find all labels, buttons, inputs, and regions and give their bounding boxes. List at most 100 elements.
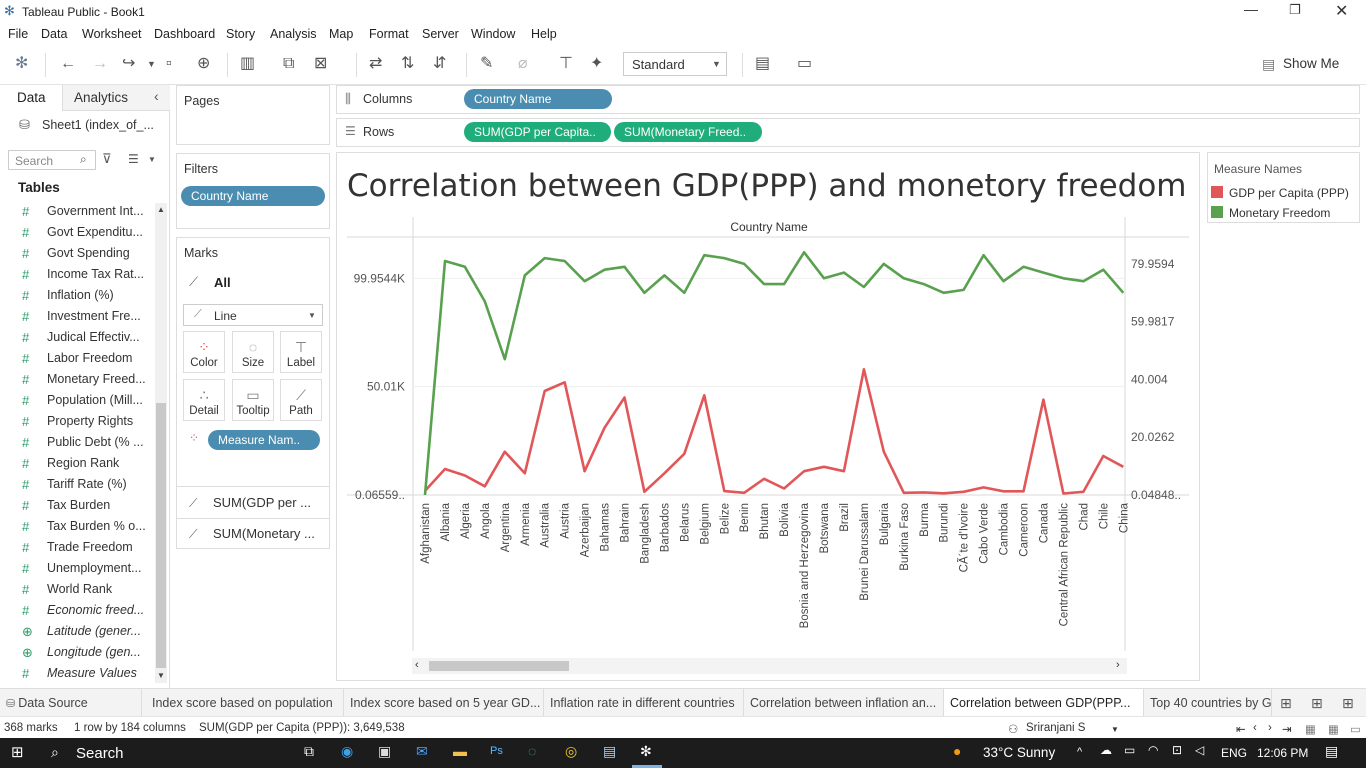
labels-icon[interactable]: ⊤: [559, 55, 573, 72]
fit-dropdown[interactable]: Standard ▼: [623, 52, 727, 76]
wifi-icon[interactable]: ◠: [1148, 743, 1159, 757]
language-indicator[interactable]: ENG: [1221, 746, 1248, 760]
field-item[interactable]: # Tax Burden % o...: [0, 516, 155, 537]
new-dashboard-icon[interactable]: ⊞: [1311, 695, 1323, 711]
notifications-icon[interactable]: ▤: [1325, 743, 1339, 759]
battery-icon[interactable]: ▭: [1124, 743, 1136, 757]
menu-file[interactable]: File: [8, 27, 29, 41]
field-item[interactable]: # Economic freed...: [0, 600, 155, 621]
menu-worksheet[interactable]: Worksheet: [82, 27, 142, 41]
close-icon[interactable]: ✕: [1335, 3, 1349, 20]
clock[interactable]: 12:06 PM: [1257, 746, 1309, 760]
clear-sheet-icon[interactable]: ⊠: [314, 55, 328, 72]
field-item[interactable]: # Unemployment...: [0, 558, 155, 579]
gdp-series-line[interactable]: [424, 368, 1124, 495]
menu-data[interactable]: Data: [41, 27, 68, 41]
data-source-name[interactable]: Sheet1 (index_of_...: [42, 118, 154, 132]
undo-icon[interactable]: ←: [60, 55, 76, 72]
refresh-app-icon[interactable]: ◌: [528, 743, 537, 759]
scroll-up-icon[interactable]: ▲: [157, 205, 165, 214]
scrollbar[interactable]: ▲ ▼: [155, 203, 167, 683]
filter-pill[interactable]: Country Name: [181, 186, 325, 206]
redo-icon[interactable]: →: [92, 55, 108, 72]
tab-sheet-6[interactable]: Top 40 countries by G: [1144, 689, 1272, 717]
color-button[interactable]: ⁘ Color: [183, 331, 225, 373]
edge-icon[interactable]: ◉: [341, 743, 354, 759]
last-page-icon[interactable]: ⇥: [1282, 724, 1292, 736]
scrollbar-thumb[interactable]: [429, 661, 569, 671]
field-item[interactable]: # World Rank: [0, 579, 155, 600]
tableau-app-icon[interactable]: ✻: [640, 743, 652, 759]
field-item[interactable]: ⊕ Latitude (gener...: [0, 621, 155, 642]
grid-view-icon[interactable]: ▦: [1305, 724, 1316, 736]
notepad-icon[interactable]: ▤: [603, 743, 617, 759]
field-item[interactable]: # Judical Effectiv...: [0, 327, 155, 348]
label-button[interactable]: ⊤ Label: [280, 331, 322, 373]
menu-map[interactable]: Map: [329, 27, 354, 41]
meet-icon[interactable]: ⊡: [1172, 743, 1183, 757]
color-pill[interactable]: Measure Nam..: [208, 430, 320, 450]
attach-icon[interactable]: ⌀: [518, 55, 528, 72]
chrome-icon[interactable]: ◎: [565, 743, 578, 759]
field-item[interactable]: # Tax Burden: [0, 495, 155, 516]
restore-icon[interactable]: ❐: [1289, 2, 1301, 17]
windows-start-icon[interactable]: ⊞: [11, 744, 24, 761]
menu-analysis[interactable]: Analysis: [270, 27, 317, 41]
presentation-icon[interactable]: ▭: [797, 55, 813, 72]
tab-analytics[interactable]: Analytics ‹: [62, 85, 170, 111]
field-item[interactable]: # Govt Spending: [0, 243, 155, 264]
sort-descending-icon[interactable]: ⇵: [433, 55, 447, 72]
tab-sheet-4[interactable]: Correlation between inflation an...: [744, 689, 944, 717]
new-data-source-icon[interactable]: ⊕: [197, 55, 211, 72]
menu-format[interactable]: Format: [369, 27, 409, 41]
chevron-down-icon[interactable]: ▼: [148, 155, 156, 164]
search-input[interactable]: Search ⌕: [8, 150, 96, 170]
show-cards-icon[interactable]: ▤: [755, 55, 771, 72]
legend-item-monetary[interactable]: Monetary Freedom: [1211, 205, 1357, 223]
size-button[interactable]: ◌ Size: [232, 331, 274, 373]
tab-sheet-5[interactable]: Correlation between GDP(PPP...: [944, 689, 1144, 717]
task-view-icon[interactable]: ⧉: [304, 743, 314, 759]
filter-icon[interactable]: ⊽: [102, 151, 112, 166]
field-item[interactable]: # Labor Freedom: [0, 348, 155, 369]
menu-dashboard[interactable]: Dashboard: [154, 27, 216, 41]
first-page-icon[interactable]: ⇤: [1236, 724, 1246, 736]
rows-pill-monetary[interactable]: SUM(Monetary Freed..: [614, 122, 762, 142]
tab-sheet-1[interactable]: Index score based on population: [146, 689, 344, 717]
field-item[interactable]: # Population (Mill...: [0, 390, 155, 411]
path-button[interactable]: ⟋ Path: [280, 379, 322, 421]
chevron-down-icon[interactable]: ▼: [1111, 725, 1119, 734]
duplicate-sheet-icon[interactable]: ⧉: [283, 55, 295, 72]
weather-text[interactable]: 33°C Sunny: [983, 745, 1056, 760]
legend-item-gdp[interactable]: GDP per Capita (PPP): [1211, 185, 1357, 203]
mail-icon[interactable]: ✉: [416, 743, 428, 759]
scroll-left-icon[interactable]: ‹: [415, 659, 419, 671]
marks-card-monetary[interactable]: SUM(Monetary ...: [213, 526, 315, 541]
file-explorer-icon[interactable]: ▬: [453, 743, 467, 759]
scroll-right-icon[interactable]: ›: [1116, 659, 1120, 671]
scroll-down-icon[interactable]: ▼: [157, 671, 165, 680]
status-user[interactable]: Sriranjani S: [1026, 722, 1086, 734]
field-item[interactable]: # Public Debt (% ...: [0, 432, 155, 453]
field-item[interactable]: # Income Tax Rat...: [0, 264, 155, 285]
field-item[interactable]: ⊕ Longitude (gen...: [0, 642, 155, 663]
taskbar-search[interactable]: Search: [76, 745, 124, 762]
volume-icon[interactable]: ◁: [1195, 743, 1205, 757]
minimize-icon[interactable]: —: [1244, 1, 1258, 17]
search-icon[interactable]: ⌕: [51, 744, 59, 760]
field-item[interactable]: # Region Rank: [0, 453, 155, 474]
menu-help[interactable]: Help: [531, 27, 557, 41]
sort-ascending-icon[interactable]: ⇅: [401, 55, 415, 72]
marks-all[interactable]: All: [214, 275, 231, 290]
chevron-down-icon[interactable]: ▼: [147, 59, 156, 69]
swap-icon[interactable]: ⇄: [369, 55, 383, 72]
columns-pill[interactable]: Country Name: [464, 89, 612, 109]
field-item[interactable]: # Govt Expenditu...: [0, 222, 155, 243]
scrollbar-thumb[interactable]: [156, 403, 166, 668]
show-me-button[interactable]: Show Me: [1283, 56, 1340, 71]
field-item[interactable]: # Investment Fre...: [0, 306, 155, 327]
field-item[interactable]: # Measure Values: [0, 663, 155, 684]
photoshop-icon[interactable]: Ps: [490, 745, 503, 757]
new-story-icon[interactable]: ⊞: [1342, 695, 1354, 711]
field-item[interactable]: # Inflation (%): [0, 285, 155, 306]
